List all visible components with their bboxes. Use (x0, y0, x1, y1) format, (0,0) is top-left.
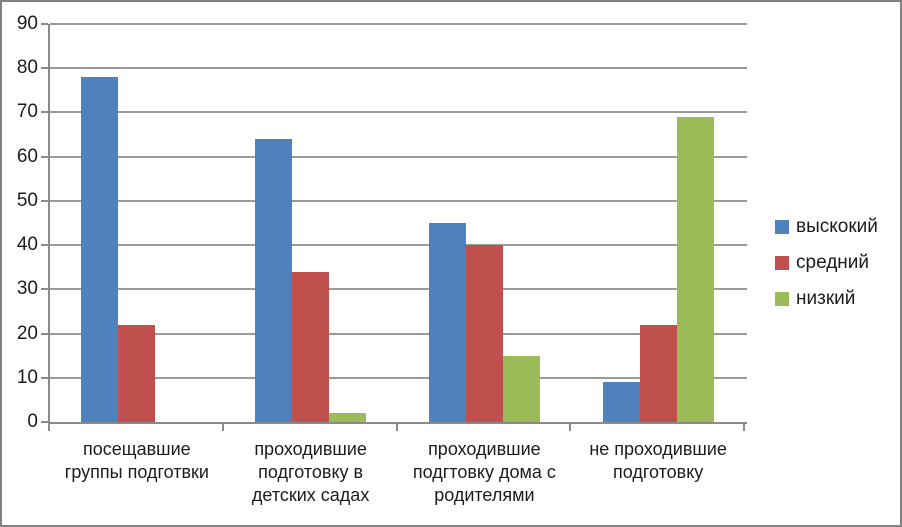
x-axis-tick-3 (569, 424, 572, 431)
gridline-30 (50, 288, 747, 291)
legend-item-2: средний (775, 252, 878, 274)
category-label-3: проходившие подгтовку дома с родителями (412, 439, 556, 505)
y-axis-label-40: 40 (16, 234, 38, 256)
x-axis-line (48, 422, 747, 424)
legend-swatch-icon (775, 256, 789, 270)
category-label-1: посещавшие группы подготвки (64, 439, 209, 482)
y-axis-label-60: 60 (16, 145, 38, 167)
bar-series-2-category-1 (118, 324, 156, 422)
plot-area (50, 23, 747, 422)
x-axis-tick-0 (48, 424, 50, 431)
bar-group-2 (224, 24, 398, 422)
legend-label: низкий (796, 288, 856, 309)
y-axis-label-10: 10 (16, 366, 38, 388)
gridline-60 (50, 155, 747, 158)
y-axis-line (48, 24, 50, 424)
y-axis-tick-60 (41, 155, 48, 158)
gridline-50 (50, 199, 747, 202)
y-axis-tick-70 (41, 111, 48, 114)
y-axis-label-50: 50 (16, 189, 38, 211)
y-axis-tick-30 (41, 288, 48, 291)
legend-swatch-icon (775, 292, 789, 306)
y-axis-label-30: 30 (16, 278, 38, 300)
bar-series-2-category-4 (639, 324, 677, 422)
bar-series-2-category-3 (465, 245, 503, 422)
gridline-80 (50, 67, 747, 70)
y-axis-label-80: 80 (16, 57, 38, 79)
category-label-2: проходившие подготовку в детских садах (251, 439, 370, 505)
y-axis-tick-40 (41, 244, 48, 247)
gridline-40 (50, 244, 747, 247)
x-axis-tick-2 (395, 424, 398, 431)
bar-group-4 (571, 24, 745, 422)
legend-item-1: выскокий (775, 216, 878, 238)
legend-label: выскокий (796, 216, 878, 237)
y-axis-tick-10 (41, 376, 48, 379)
gridline-10 (50, 376, 747, 379)
y-axis-tick-20 (41, 332, 48, 335)
y-axis-label-70: 70 (16, 101, 38, 123)
gridline-70 (50, 111, 747, 114)
y-axis-label-20: 20 (16, 322, 38, 344)
bar-series-3-category-2 (329, 413, 367, 422)
bar-group-1 (50, 24, 224, 422)
legend-item-3: низкий (775, 288, 878, 310)
bar-group-3 (398, 24, 572, 422)
bar-series-1-category-3 (428, 223, 466, 422)
bar-series-1-category-2 (255, 138, 293, 422)
bar-series-3-category-3 (502, 355, 540, 422)
y-axis-tick-0 (41, 421, 48, 423)
y-axis-tick-90 (41, 23, 48, 25)
bar-series-1-category-4 (602, 382, 640, 422)
legend-label: средний (796, 252, 870, 273)
y-axis-label-0: 0 (27, 411, 38, 432)
x-axis-category-labels: посещавшие группы подготвки проходившие п… (50, 438, 745, 507)
gridline-90 (50, 23, 747, 25)
bar-series-3-category-4 (676, 116, 714, 422)
x-axis-tick-1 (221, 424, 224, 431)
bar-series-2-category-2 (292, 271, 330, 422)
legend-swatch-icon (775, 220, 789, 234)
y-axis-label-90: 90 (16, 13, 38, 34)
legend: выскокий средний низкий (775, 216, 878, 324)
category-label-4: не проходившие подготовку (589, 439, 727, 482)
gridline-20 (50, 332, 747, 335)
bar-series-1-category-1 (81, 77, 119, 422)
x-axis-tick-4 (743, 424, 745, 431)
y-axis-tick-50 (41, 199, 48, 202)
y-axis-tick-80 (41, 67, 48, 70)
